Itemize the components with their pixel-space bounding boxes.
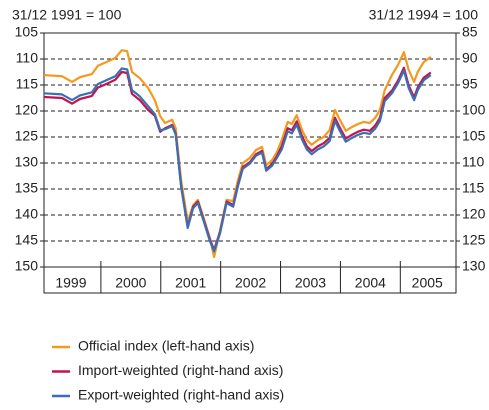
y2-tick-label: 105 [462,128,486,144]
y2-tick-label: 95 [462,76,478,92]
x-tick-label: 2002 [235,275,266,291]
y2-tick-label: 120 [462,206,486,222]
legend-label: Import-weighted (right-hand axis) [78,362,283,378]
legend-label: Export-weighted (right-hand axis) [78,387,284,403]
y2-tick-label: 85 [462,24,478,40]
y-tick-label: 125 [15,128,39,144]
x-tick-label: 2001 [175,275,206,291]
y-tick-label: 120 [15,102,39,118]
x-tick-label: 2005 [412,275,443,291]
x-tick-label: 2004 [355,275,386,291]
y2-tick-label: 110 [462,154,485,170]
y2-tick-label: 115 [462,180,485,196]
x-tick-label: 1999 [55,275,86,291]
left-axis-note: 31/12 1991 = 100 [12,7,122,23]
series-line [43,67,432,253]
legend-label: Official index (left-hand axis) [78,338,254,354]
y2-tick-label: 90 [462,50,478,66]
y-tick-label: 130 [15,154,39,170]
y-tick-label: 150 [15,258,39,274]
x-tick-label: 2000 [115,275,146,291]
y-tick-label: 115 [16,76,39,92]
y-tick-label: 135 [15,180,39,196]
y-tick-label: 140 [15,206,39,222]
series-line [43,49,432,259]
x-tick-label: 2003 [295,275,326,291]
y-tick-label: 145 [15,232,39,248]
series-line [43,66,432,251]
right-axis-note: 31/12 1994 = 100 [369,7,479,23]
y-tick-label: 105 [15,24,39,40]
y2-tick-label: 125 [462,232,486,248]
y2-tick-label: 100 [462,102,486,118]
y2-tick-label: 130 [462,258,486,274]
y-tick-label: 110 [16,50,39,66]
